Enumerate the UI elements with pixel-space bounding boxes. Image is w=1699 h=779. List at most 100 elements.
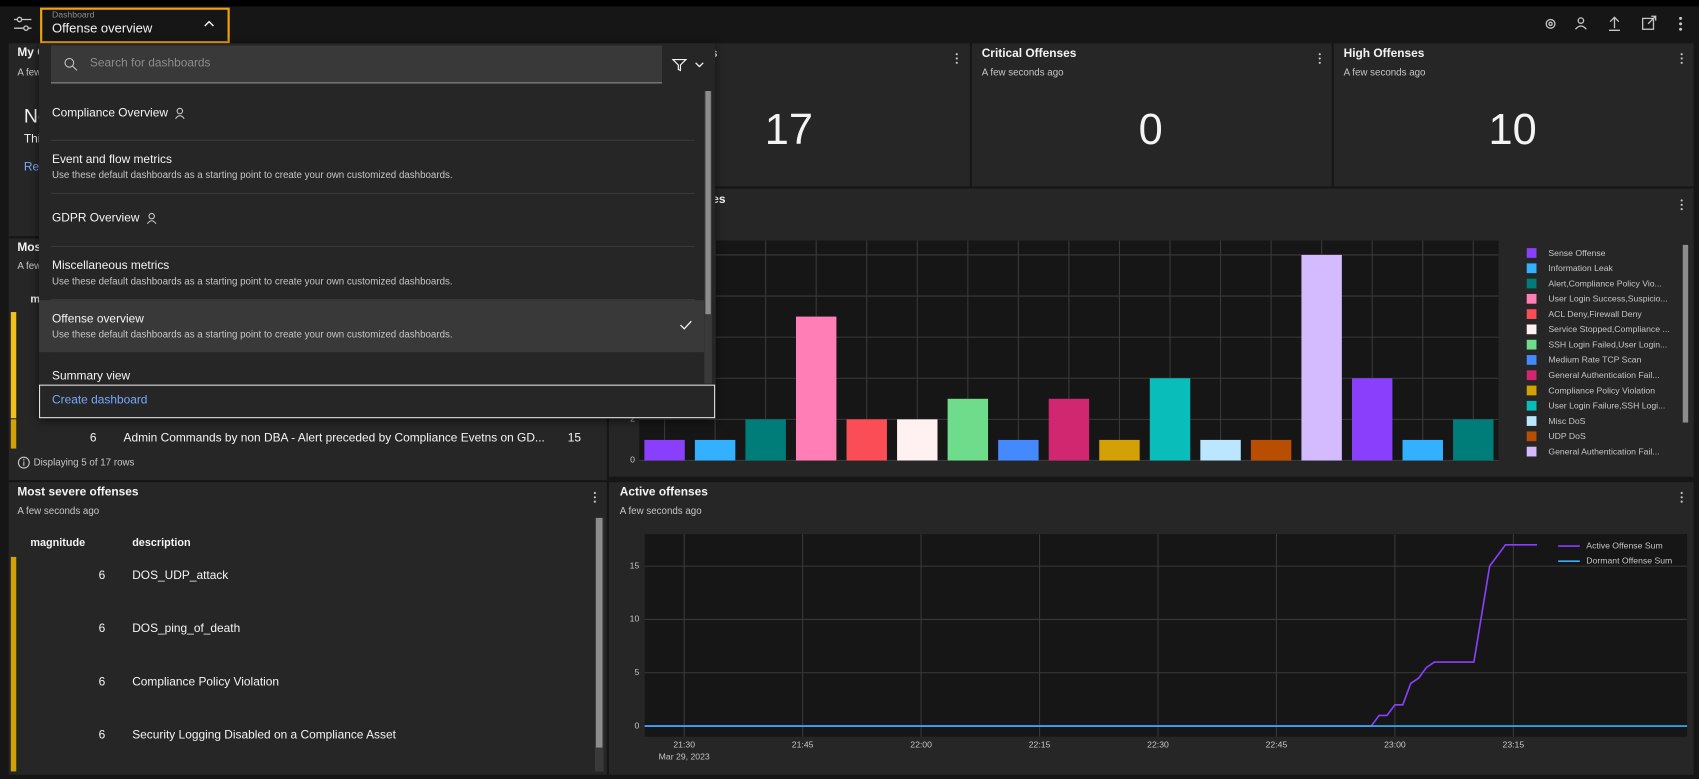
dot [955,53,958,56]
legend-label: Service Stopped,Compliance ... [1548,324,1669,334]
bar [1301,254,1342,461]
row-description: Security Logging Disabled on a Complianc… [132,728,396,742]
legend-swatch [1526,263,1537,274]
panel-link[interactable]: Ret [23,160,43,174]
overflow-menu[interactable] [1680,53,1683,64]
panel-title: Most [17,241,46,255]
item-name[interactable]: GDPR Overview [52,211,140,225]
y-tick-label: 5 [634,667,639,677]
overflow-menu[interactable] [593,491,596,503]
dot [1680,53,1683,56]
divider [50,192,695,194]
plot-area [644,534,1688,737]
item-name[interactable]: Compliance Overview [52,106,168,120]
item-name[interactable]: Event and flow metrics [52,153,172,167]
severity-stripe [10,556,17,772]
row-description: DOS_UDP_attack [132,569,229,583]
dot [593,491,596,495]
tile-title: High Offenses [1343,47,1425,61]
date-label: Mar 29, 2023 [659,752,710,762]
filter-button[interactable] [671,57,707,72]
item-name[interactable]: Miscellaneous metrics [52,259,170,273]
legend-swatch [1526,370,1537,381]
bar [1351,378,1393,461]
y-tick-label: 0 [630,455,635,465]
x-tick-label: 22:30 [1147,740,1169,750]
dot [1680,491,1683,495]
divider [50,299,695,301]
tile-subtitle: A few seconds ago [981,66,1064,78]
bar [1099,439,1140,461]
tile-title: Critical Offenses [981,47,1077,61]
item-description: Use these default dashboards as a starti… [52,275,453,287]
tile-subtitle: A few seconds ago [1343,66,1426,78]
tile-value: 10 [1488,106,1537,154]
item-name[interactable]: Offense overview [52,312,144,326]
dashboard-dropdown [39,43,716,419]
column-header: m [30,293,40,306]
legend-label: UDP DoS [1548,431,1586,441]
row-description: Compliance Policy Violation [132,675,280,689]
column-header: description [132,537,191,550]
panel-subtitle: A few [17,260,42,272]
chart-title: Active offenses [619,485,708,499]
dot [1318,53,1321,56]
x-tick-label: 21:30 [673,740,695,750]
item-description: Use these default dashboards as a starti… [52,169,453,181]
top-strip [0,0,1699,7]
search-box[interactable] [50,45,663,84]
legend-label: ACL Deny,Firewall Deny [1548,309,1642,319]
panel-text: Thi [23,132,41,146]
legend-label: Compliance Policy Violation [1548,385,1655,395]
table-footer: Displaying 5 of 17 rows [33,456,135,468]
column-header: magnitude [30,537,86,550]
legend-swatch [1526,385,1537,396]
row-description: DOS_ping_of_death [132,622,241,636]
severity-stripe [10,419,17,449]
divider [50,351,695,353]
dot [1680,496,1683,499]
legend-swatch [1526,278,1537,289]
chevron-up[interactable] [204,20,215,29]
overflow-menu[interactable] [1680,491,1683,503]
panel-title: My O [17,46,47,60]
legend-label: Information Leak [1548,263,1613,273]
row-magnitude: 6 [98,569,106,583]
scrollbar-thumb[interactable] [595,517,603,748]
dashboard-label: Dashboard [52,9,95,20]
row-magnitude: 6 [98,728,106,742]
legend-label: General Authentication Fail... [1548,446,1659,456]
bar [947,398,989,461]
overflow-menu[interactable] [955,53,958,64]
bar [1250,439,1292,461]
item-description: Use these default dashboards as a starti… [52,328,453,340]
user-icon [146,212,157,225]
row-count: 15 [567,431,582,445]
legend-label: Active Offense Sum [1586,540,1662,550]
item-name[interactable]: Summary view [52,369,131,383]
settings-icon[interactable] [13,15,33,32]
legend-label: Medium Rate TCP Scan [1548,355,1641,365]
dot [1680,199,1683,202]
legend-scrollbar[interactable] [1682,244,1689,423]
legend-swatch [1526,339,1537,350]
dashboard-selector[interactable] [40,7,230,44]
bar [1453,419,1494,461]
create-dashboard[interactable] [39,384,716,419]
info-icon [17,456,30,469]
y-tick-label: 15 [630,560,640,570]
overflow-menu[interactable] [1318,53,1321,64]
toolbar-icons[interactable] [1539,13,1691,35]
dot [593,500,596,503]
x-tick-label: 23:00 [1384,740,1406,750]
overflow-menu[interactable] [1680,199,1683,211]
x-tick-label: 22:45 [1266,740,1288,750]
list-scrollbar-thumb[interactable] [705,91,711,315]
row-magnitude: 6 [98,622,106,636]
legend-label: Dormant Offense Sum [1586,556,1672,566]
row-description: Admin Commands by non DBA - Alert preced… [123,431,545,445]
dot [1680,61,1683,64]
check-icon [680,320,692,330]
